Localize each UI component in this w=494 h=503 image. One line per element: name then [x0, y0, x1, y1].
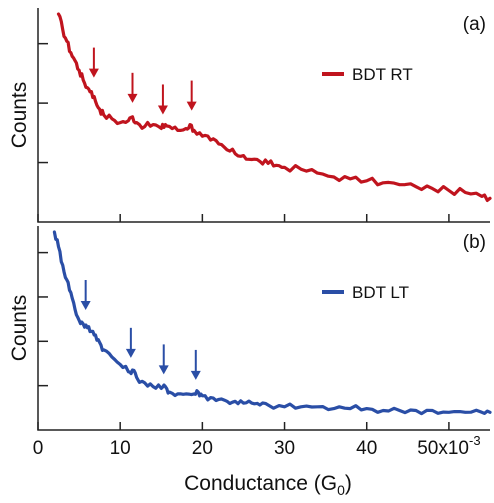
arrow-1-1 — [125, 327, 136, 358]
legend-label-1: BDT LT — [352, 283, 409, 302]
x-tick-label-3: 30 — [274, 438, 295, 459]
arrow-1-2 — [158, 344, 169, 375]
arrow-0-3 — [186, 80, 197, 111]
x-tick-label-0: 0 — [33, 438, 44, 459]
x-tick-label-5: 50x10-3 — [417, 433, 480, 459]
panel-label-0: (a) — [463, 14, 486, 35]
arrow-0-2 — [157, 84, 168, 115]
x-tick-label-2: 20 — [192, 438, 213, 459]
legend-label-0: BDT RT — [352, 65, 413, 84]
arrow-0-1 — [127, 72, 138, 103]
x-axis-label: Conductance (G0) — [184, 472, 352, 498]
x-tick-label-4: 40 — [356, 438, 377, 459]
series-line-1 — [52, 230, 492, 416]
arrow-0-0 — [88, 47, 99, 78]
axes-1 — [37, 226, 490, 431]
arrow-1-0 — [80, 280, 91, 310]
arrow-1-3 — [190, 349, 201, 380]
panel-label-1: (b) — [463, 232, 486, 253]
x-tick-label-1: 10 — [110, 438, 131, 459]
series-line-0 — [56, 12, 492, 202]
y-axis-label-1: Counts — [8, 295, 31, 362]
panel-b: Counts (b) BDT LT 0 10 20 30 40 50x10-3 Conductan… — [8, 226, 492, 498]
y-axis-label-0: Counts — [8, 82, 31, 149]
panel-a: Counts (a) BDT RT — [8, 8, 492, 223]
x-exponent: -3 — [469, 433, 481, 448]
